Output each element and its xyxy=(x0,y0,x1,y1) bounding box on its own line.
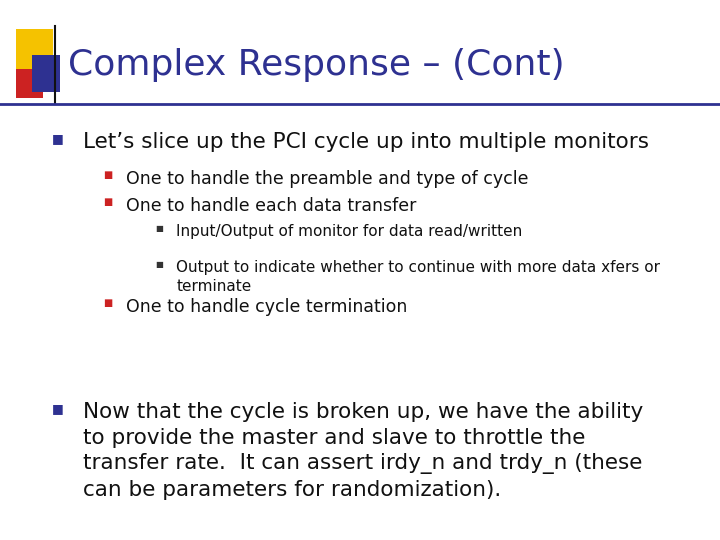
Text: Let’s slice up the PCI cycle up into multiple monitors: Let’s slice up the PCI cycle up into mul… xyxy=(83,132,649,152)
Text: Now that the cycle is broken up, we have the ability
to provide the master and s: Now that the cycle is broken up, we have… xyxy=(83,402,643,500)
Text: One to handle cycle termination: One to handle cycle termination xyxy=(126,298,408,316)
Text: ■: ■ xyxy=(156,260,163,269)
FancyBboxPatch shape xyxy=(16,29,53,73)
Text: ■: ■ xyxy=(103,197,112,207)
Text: Output to indicate whether to continue with more data xfers or
terminate: Output to indicate whether to continue w… xyxy=(176,260,660,294)
Text: ■: ■ xyxy=(156,224,163,233)
Text: ■: ■ xyxy=(52,132,63,145)
Text: ■: ■ xyxy=(103,170,112,180)
FancyBboxPatch shape xyxy=(32,55,60,92)
FancyBboxPatch shape xyxy=(16,69,43,98)
Text: ■: ■ xyxy=(52,402,63,415)
Text: One to handle the preamble and type of cycle: One to handle the preamble and type of c… xyxy=(126,170,528,188)
Text: Complex Response – (Cont): Complex Response – (Cont) xyxy=(68,48,565,82)
Text: ■: ■ xyxy=(103,298,112,308)
Text: One to handle each data transfer: One to handle each data transfer xyxy=(126,197,416,215)
Text: Input/Output of monitor for data read/written: Input/Output of monitor for data read/wr… xyxy=(176,224,523,239)
